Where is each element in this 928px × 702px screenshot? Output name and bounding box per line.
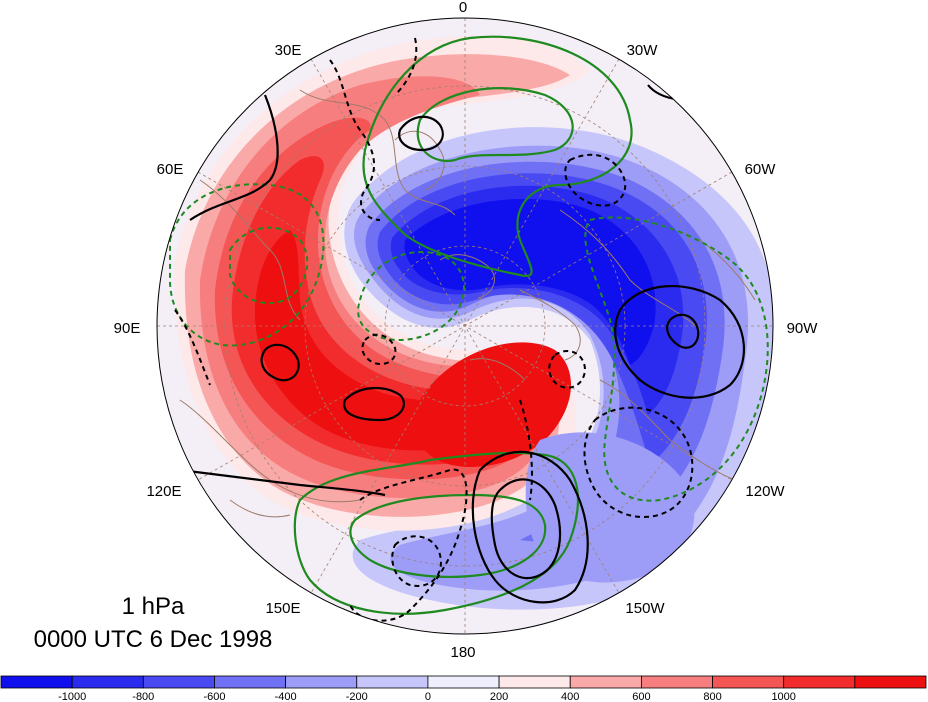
colorbar-tick-label: 800 (703, 691, 721, 702)
green-contour-solid-3 (293, 451, 580, 615)
map-disk (157, 18, 773, 634)
black-contour-solid-7 (398, 115, 444, 152)
black-contour-solid-5 (260, 343, 300, 382)
colorbar-tick-label: 0 (425, 691, 431, 702)
colorbar-bin (356, 675, 429, 689)
black-contour-dashed-1 (329, 59, 381, 221)
lon-label-90e: 90E (114, 320, 141, 337)
green-contour-solid-4 (349, 493, 547, 578)
green-contour-dashed-3 (584, 216, 769, 502)
green-contour-dashed-1 (169, 183, 325, 347)
longitude-labels: 0 30W 60W 90W 120W 150W 180 150E 120E 90… (114, 0, 819, 661)
colorbar-bin (854, 675, 927, 689)
colorbar-tick-label: -1000 (58, 691, 86, 702)
black-contour-solid-8 (189, 94, 279, 221)
colorbar-bin (142, 675, 215, 689)
lon-label-120e: 120E (146, 483, 181, 500)
lon-label-30w: 30W (627, 42, 659, 59)
colorbar-bin (569, 675, 642, 689)
level-label: 1 hPa (122, 593, 185, 620)
green-contours (293, 35, 633, 615)
colorbar-bin (498, 675, 571, 689)
colorbar-tick-label: -600 (203, 691, 225, 702)
map-border (156, 17, 774, 635)
positive-shading-lobe (412, 342, 572, 467)
colorbar-bin (640, 675, 713, 689)
black-contour-solid-3 (614, 285, 746, 399)
black-contour-dashed-2 (394, 37, 418, 96)
black-contour-solid-9 (179, 468, 386, 497)
black-contours-dashed (174, 37, 694, 622)
green-contours-dashed (169, 183, 769, 502)
black-contour-solid-2 (490, 478, 562, 580)
green-contour-dashed-2 (229, 226, 309, 305)
black-contour-dashed-9 (548, 350, 587, 389)
positive-shading-core (254, 230, 499, 451)
colorbar-bin (783, 675, 856, 689)
lon-label-90w: 90W (787, 320, 819, 337)
colorbar-bin (285, 675, 358, 689)
green-contour-dashed-4 (357, 251, 465, 341)
colorbar: -1000 -800 -600 -400 -200 0 200 400 600 800 1000 (0, 675, 927, 702)
colorbar-tick-label: 1000 (771, 691, 795, 702)
colorbar-bin (71, 675, 144, 689)
lon-label-120w: 120W (745, 483, 785, 500)
black-contour-dashed-10 (519, 399, 533, 501)
black-contour-solid-4 (666, 313, 700, 349)
valid-time-label: 0000 UTC 6 Dec 1998 (34, 626, 273, 653)
black-contours (179, 84, 746, 604)
colorbar-tick-label: 600 (632, 691, 650, 702)
black-contour-solid-6 (343, 386, 405, 422)
colorbar-tick-label: -400 (275, 691, 297, 702)
lon-label-150w: 150W (625, 600, 665, 617)
negative-shading-core (404, 198, 656, 365)
lon-label-150e: 150E (265, 600, 300, 617)
colorbar-tick-label: -200 (346, 691, 368, 702)
black-contour-solid-1 (471, 450, 589, 604)
lon-label-180: 180 (450, 644, 475, 661)
colorbar-bin (0, 675, 73, 689)
green-contour-solid-2 (416, 87, 574, 163)
black-contour-dashed-5 (349, 468, 468, 622)
colorbar-tick-label: -800 (132, 691, 154, 702)
colorbar-bin (712, 675, 785, 689)
colorbar-bin (214, 675, 287, 689)
graticule (157, 18, 773, 634)
black-contour-dashed-3 (564, 153, 627, 207)
colorbar-bin (427, 675, 500, 689)
lon-label-0: 0 (459, 0, 467, 16)
black-contour-dashed-4 (583, 406, 694, 519)
lon-label-60e: 60E (157, 161, 184, 178)
colorbar-tick-label: 400 (561, 691, 579, 702)
colorbar-tick-label: 200 (490, 691, 508, 702)
black-contour-dashed-6 (391, 535, 442, 587)
green-contour-solid-1 (362, 35, 633, 278)
lon-label-30e: 30E (275, 42, 302, 59)
lon-label-60w: 60W (745, 161, 777, 178)
black-contour-dashed-8 (174, 309, 211, 386)
black-contour-dashed-7 (361, 333, 397, 366)
